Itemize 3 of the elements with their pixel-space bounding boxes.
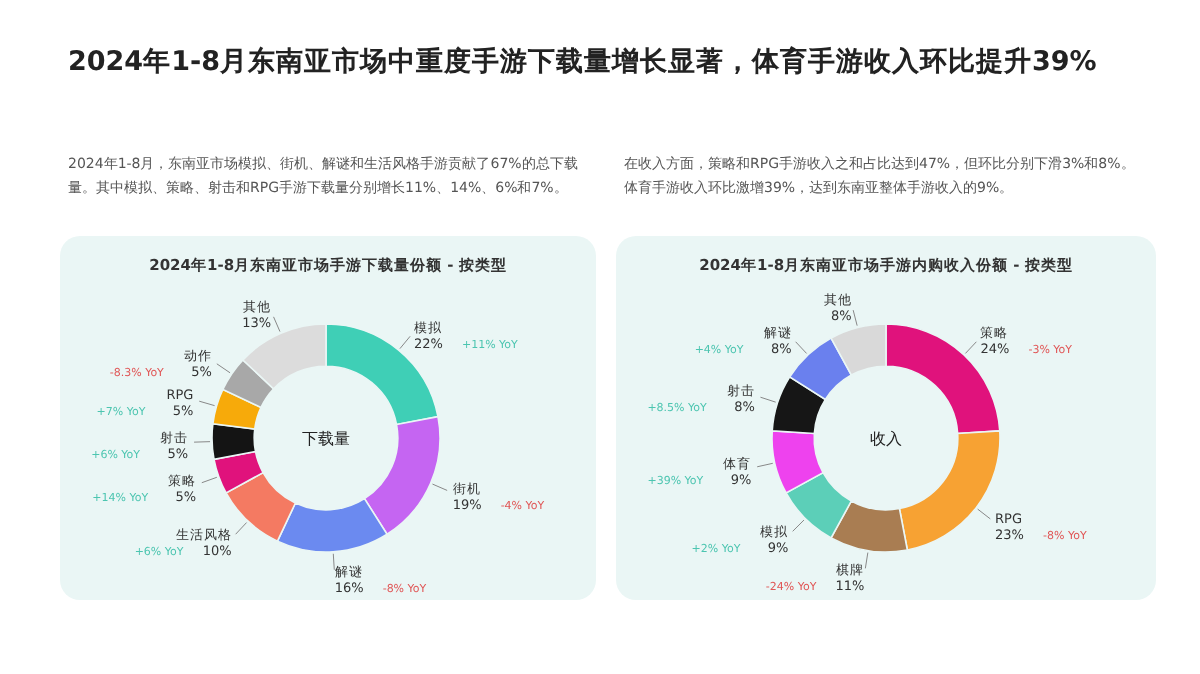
text: 收入 [870, 430, 902, 448]
text: 2024年1-8月东南亚市场中重度手游下载量增长显著，体育手游收入环比提升39% [68, 44, 1097, 80]
text: 下载量 [302, 430, 350, 448]
